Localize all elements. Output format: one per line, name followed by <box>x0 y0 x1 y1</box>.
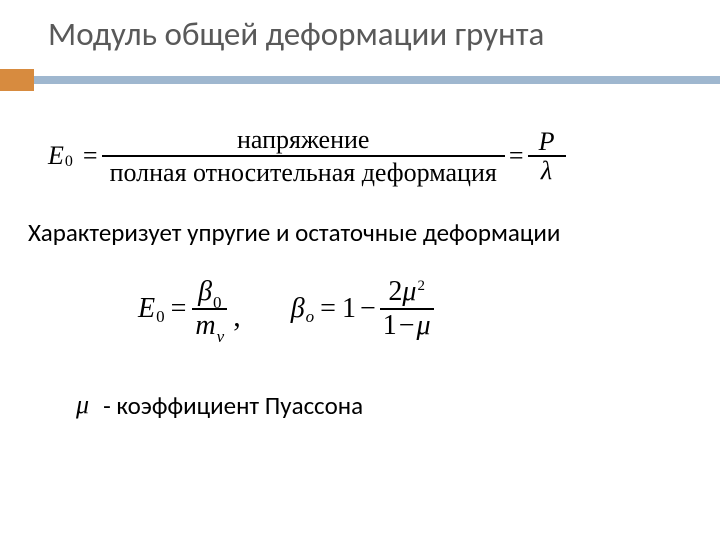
expr-right-sub: o <box>306 307 315 327</box>
den-symbol: m <box>195 310 215 341</box>
expr-left: E0 = β0 mv , <box>138 278 241 340</box>
symbol-fraction-den: λ <box>537 157 556 184</box>
fraction-den: 1−μ <box>380 310 434 340</box>
equals-sign: = <box>165 293 193 325</box>
expr-left-fraction: β0 mv <box>192 278 227 340</box>
symbol-fraction-num: P <box>535 128 559 155</box>
num-symbol: μ <box>402 276 416 307</box>
num-symbol: β <box>198 276 212 307</box>
minus-sign: − <box>356 293 380 325</box>
word-fraction: напряжение полная относительная деформац… <box>102 126 505 187</box>
fraction-den: mv <box>192 310 227 340</box>
title-divider <box>0 68 720 92</box>
footnote-row: μ - коэффициент Пуассона <box>76 390 720 421</box>
num-sub: 0 <box>213 293 222 312</box>
num-exp: 2 <box>417 278 425 294</box>
expr-left-sub: 0 <box>156 307 165 327</box>
slide: Модуль общей деформации грунта E0 = напр… <box>0 0 720 540</box>
slide-title: Модуль общей деформации грунта <box>48 16 720 54</box>
fraction-num: β0 <box>195 278 224 308</box>
symbol-fraction: P λ <box>528 128 566 185</box>
word-fraction-num: напряжение <box>229 126 378 155</box>
secondary-formula: E0 = β0 mv , βo = 1 − 2μ2 <box>138 278 720 340</box>
rhs-const: 1 <box>342 293 356 325</box>
equals-sign: = <box>314 293 342 325</box>
word-fraction-den: полная относительная деформация <box>102 157 505 186</box>
lhs-subscript: 0 <box>65 153 73 171</box>
comma: , <box>227 300 241 334</box>
fraction-num: 2μ2 <box>385 278 428 308</box>
lhs-symbol: E <box>48 141 64 171</box>
den-symbol: μ <box>417 310 431 341</box>
expr-right-fraction: 2μ2 1−μ <box>380 278 434 340</box>
equals-sign: = <box>505 141 528 171</box>
footnote-label: - коэффициент Пуассона <box>103 390 363 421</box>
description-line: Характеризует упругие и остаточные дефор… <box>28 217 720 248</box>
divider-bar <box>34 76 720 84</box>
num-coeff: 2 <box>388 276 402 307</box>
accent-block <box>0 69 34 91</box>
den-sub: v <box>217 327 225 346</box>
expr-right: βo = 1 − 2μ2 1−μ <box>291 278 434 340</box>
expr-right-symbol: β <box>291 293 305 325</box>
equals-sign: = <box>79 141 102 171</box>
den-left: 1 <box>383 310 397 341</box>
footnote-symbol: μ <box>76 390 89 420</box>
minus-sign: − <box>397 310 417 341</box>
formula-lhs: E0 <box>48 141 79 171</box>
main-formula: E0 = напряжение полная относительная деф… <box>48 126 720 187</box>
expr-left-symbol: E <box>138 293 155 325</box>
title-area: Модуль общей деформации грунта <box>0 0 720 58</box>
